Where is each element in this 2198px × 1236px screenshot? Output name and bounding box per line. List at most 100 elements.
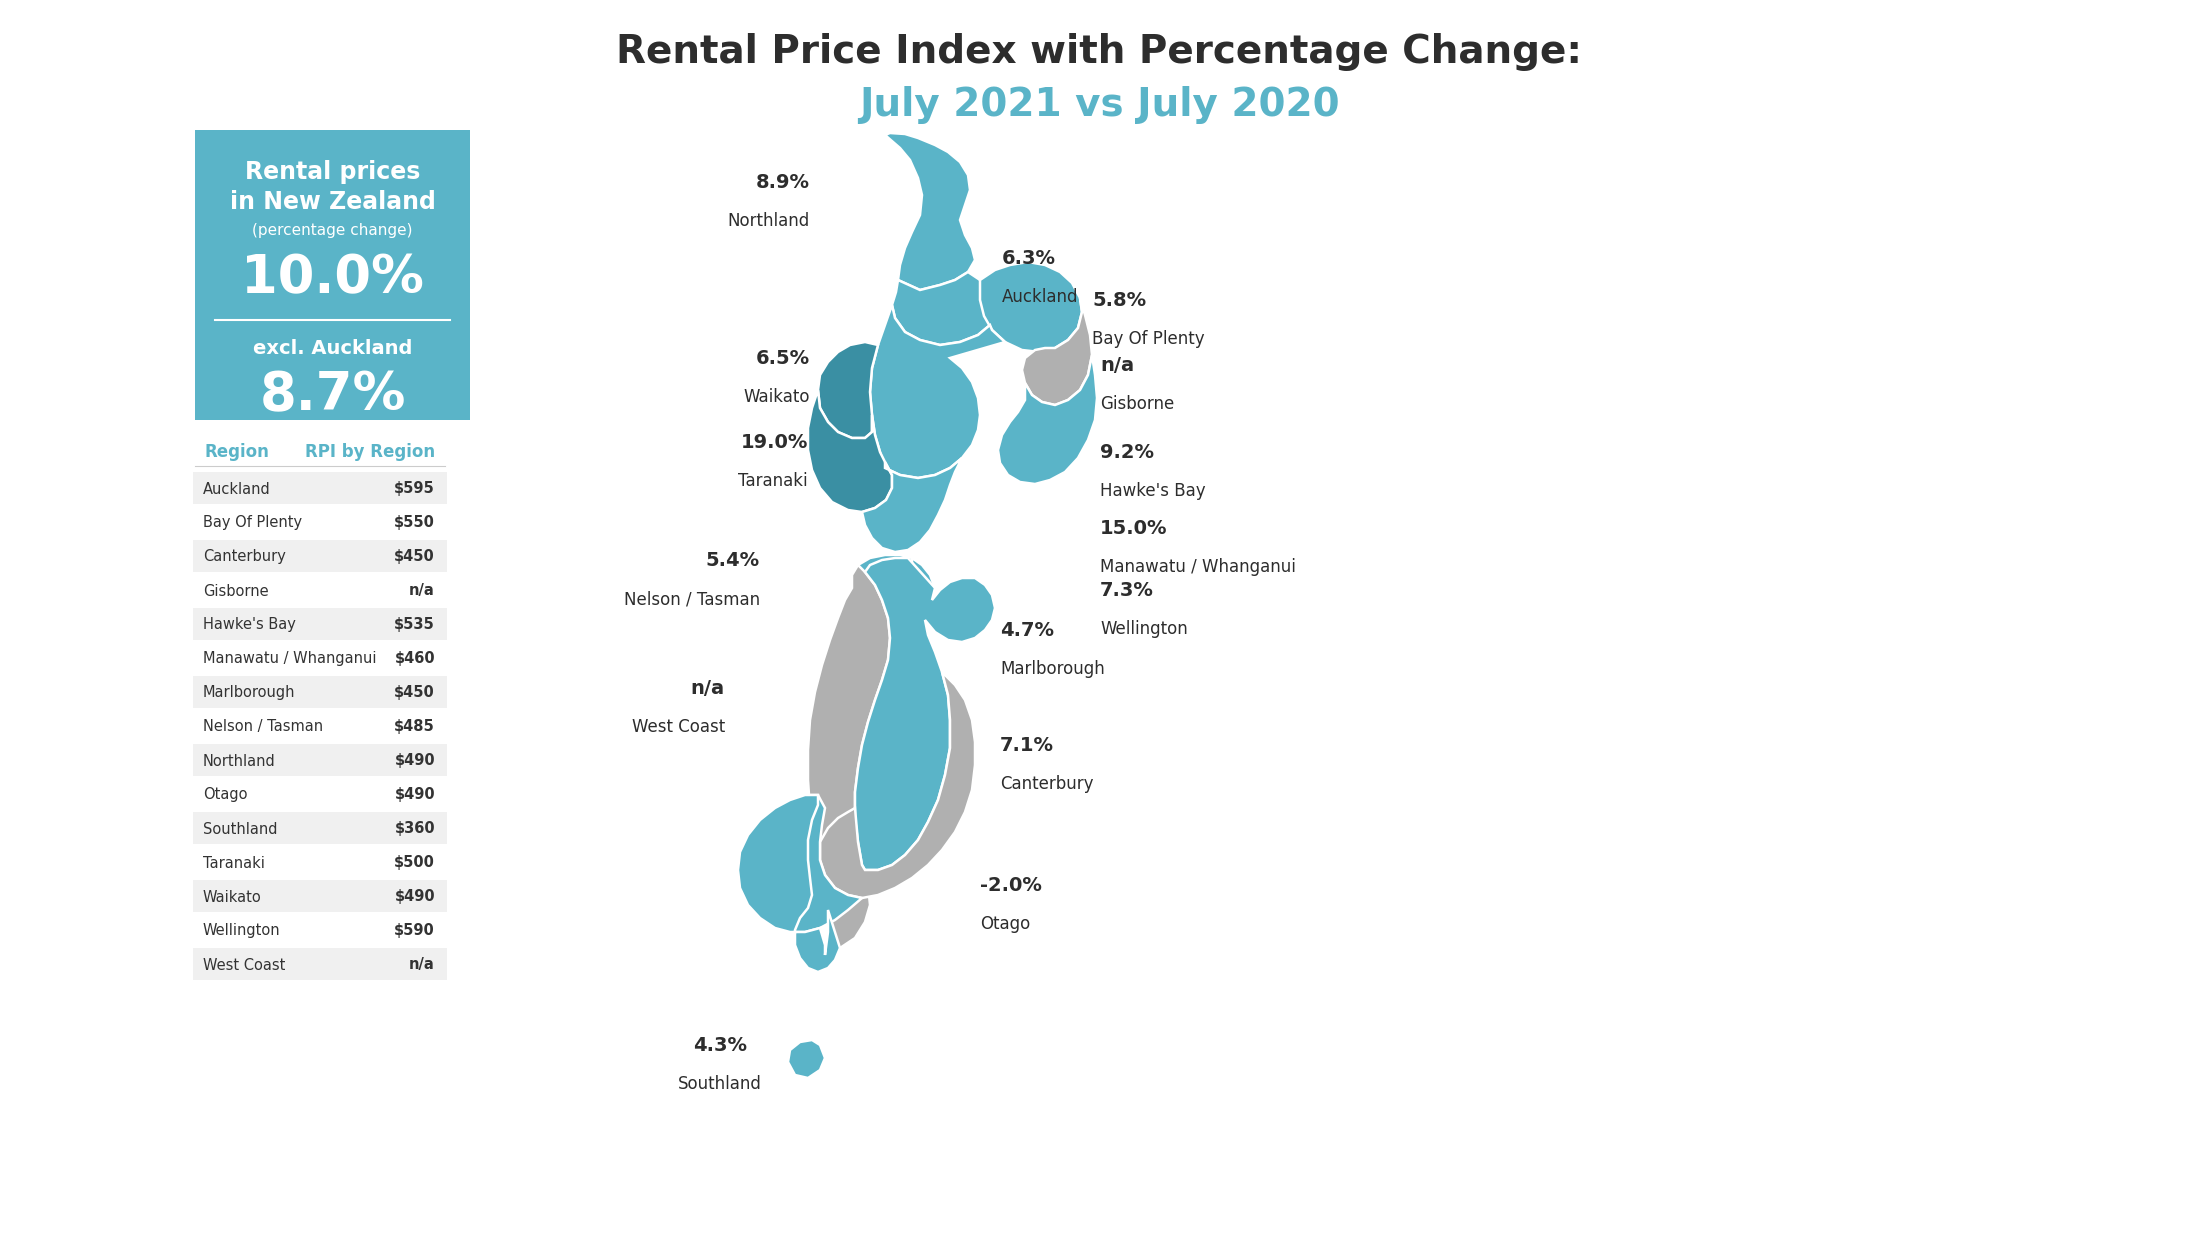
Text: $450: $450: [393, 550, 435, 565]
Text: $450: $450: [393, 686, 435, 701]
Text: (percentage change): (percentage change): [253, 222, 413, 237]
Text: 15.0%: 15.0%: [1099, 519, 1167, 538]
FancyBboxPatch shape: [193, 744, 446, 776]
Text: n/a: n/a: [409, 583, 435, 598]
Text: Region: Region: [204, 442, 270, 461]
Polygon shape: [1022, 298, 1092, 405]
Text: n/a: n/a: [690, 679, 725, 698]
FancyBboxPatch shape: [193, 608, 446, 640]
Text: Rental prices: Rental prices: [244, 159, 420, 184]
Text: Northland: Northland: [202, 754, 275, 769]
Text: 6.5%: 6.5%: [756, 349, 811, 368]
Text: 8.9%: 8.9%: [756, 173, 811, 192]
Text: Auckland: Auckland: [202, 482, 270, 497]
Polygon shape: [855, 557, 996, 870]
Text: Southland: Southland: [202, 822, 277, 837]
FancyBboxPatch shape: [193, 913, 446, 946]
Text: excl. Auckland: excl. Auckland: [253, 339, 413, 357]
Text: July 2021 vs July 2020: July 2021 vs July 2020: [859, 87, 1339, 124]
Polygon shape: [892, 272, 996, 345]
Text: Hawke's Bay: Hawke's Bay: [202, 618, 297, 633]
Polygon shape: [809, 565, 890, 955]
Text: 5.4%: 5.4%: [706, 551, 761, 570]
Text: $490: $490: [393, 754, 435, 769]
Polygon shape: [980, 262, 1081, 352]
Text: 6.3%: 6.3%: [1002, 248, 1055, 268]
Text: Marlborough: Marlborough: [202, 686, 295, 701]
Text: n/a: n/a: [1099, 356, 1134, 375]
Text: Rental Price Index with Percentage Change:: Rental Price Index with Percentage Chang…: [615, 33, 1583, 70]
Text: $595: $595: [393, 482, 435, 497]
FancyBboxPatch shape: [193, 676, 446, 708]
Polygon shape: [870, 305, 1004, 478]
Text: Manawatu / Whanganui: Manawatu / Whanganui: [1099, 557, 1297, 576]
Text: $485: $485: [393, 719, 435, 734]
FancyBboxPatch shape: [193, 641, 446, 674]
Polygon shape: [886, 133, 976, 290]
Text: 10.0%: 10.0%: [242, 252, 424, 304]
Text: 9.2%: 9.2%: [1099, 442, 1154, 462]
Text: Otago: Otago: [202, 787, 248, 802]
Text: Wellington: Wellington: [1099, 620, 1187, 638]
FancyBboxPatch shape: [193, 948, 446, 980]
FancyBboxPatch shape: [193, 709, 446, 742]
FancyBboxPatch shape: [193, 574, 446, 606]
Text: 7.3%: 7.3%: [1099, 581, 1154, 599]
Text: Canterbury: Canterbury: [1000, 775, 1092, 794]
Text: Manawatu / Whanganui: Manawatu / Whanganui: [202, 651, 376, 666]
Text: Northland: Northland: [728, 213, 811, 230]
Text: $535: $535: [393, 618, 435, 633]
Text: 4.7%: 4.7%: [1000, 620, 1055, 640]
Text: Nelson / Tasman: Nelson / Tasman: [202, 719, 323, 734]
Text: $500: $500: [393, 855, 435, 870]
Text: 7.1%: 7.1%: [1000, 735, 1055, 755]
FancyBboxPatch shape: [193, 777, 446, 810]
Text: Hawke's Bay: Hawke's Bay: [1099, 482, 1207, 501]
Text: Waikato: Waikato: [743, 388, 811, 405]
Text: Bay Of Plenty: Bay Of Plenty: [202, 515, 301, 530]
Text: $490: $490: [393, 787, 435, 802]
Polygon shape: [820, 672, 976, 899]
Text: Taranaki: Taranaki: [739, 472, 809, 489]
FancyBboxPatch shape: [193, 472, 446, 504]
FancyBboxPatch shape: [193, 845, 446, 878]
FancyBboxPatch shape: [193, 540, 446, 572]
Polygon shape: [853, 555, 934, 622]
FancyBboxPatch shape: [196, 130, 470, 420]
Text: in New Zealand: in New Zealand: [229, 190, 435, 214]
FancyBboxPatch shape: [193, 880, 446, 912]
Text: Auckland: Auckland: [1002, 288, 1079, 307]
FancyBboxPatch shape: [193, 812, 446, 844]
Polygon shape: [739, 795, 840, 971]
Polygon shape: [912, 557, 996, 641]
Text: 19.0%: 19.0%: [741, 433, 809, 452]
Polygon shape: [862, 459, 963, 552]
Polygon shape: [789, 1039, 824, 1078]
Text: Waikato: Waikato: [202, 890, 262, 905]
Text: 4.3%: 4.3%: [692, 1036, 747, 1056]
FancyBboxPatch shape: [193, 506, 446, 538]
Polygon shape: [998, 355, 1097, 485]
Text: Nelson / Tasman: Nelson / Tasman: [624, 590, 761, 608]
Text: $490: $490: [393, 890, 435, 905]
Text: Taranaki: Taranaki: [202, 855, 266, 870]
Polygon shape: [818, 342, 877, 438]
Text: Canterbury: Canterbury: [202, 550, 286, 565]
Text: West Coast: West Coast: [202, 958, 286, 973]
Text: Bay Of Plenty: Bay Of Plenty: [1092, 330, 1205, 349]
Text: $360: $360: [393, 822, 435, 837]
Text: Gisborne: Gisborne: [1099, 396, 1174, 413]
Text: 5.8%: 5.8%: [1092, 290, 1145, 310]
Polygon shape: [739, 795, 862, 932]
Polygon shape: [809, 391, 892, 512]
Text: $550: $550: [393, 515, 435, 530]
Text: 8.7%: 8.7%: [259, 370, 407, 421]
Text: $460: $460: [393, 651, 435, 666]
Text: West Coast: West Coast: [631, 718, 725, 735]
Text: $590: $590: [393, 923, 435, 938]
Text: -2.0%: -2.0%: [980, 876, 1042, 895]
Text: Southland: Southland: [677, 1075, 763, 1093]
Text: RPI by Region: RPI by Region: [306, 442, 435, 461]
Text: n/a: n/a: [409, 958, 435, 973]
Text: Otago: Otago: [980, 915, 1031, 933]
